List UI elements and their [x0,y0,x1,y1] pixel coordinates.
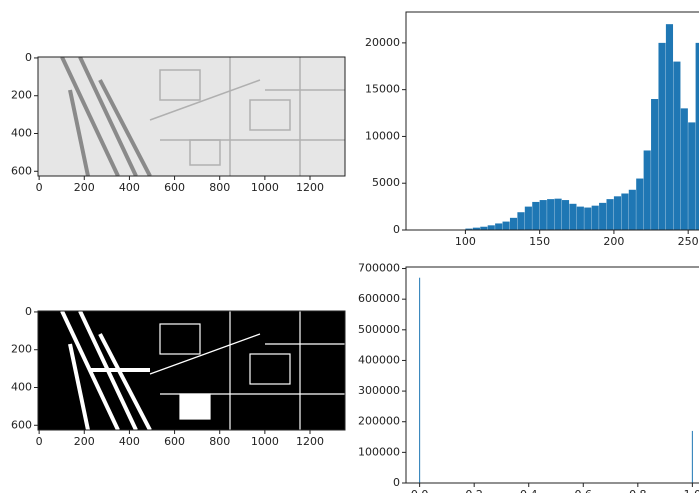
bar [561,200,570,230]
y-tick-label: 400 [11,127,32,140]
bar [554,198,562,230]
bar [673,61,681,230]
x-tick-label: 600 [164,435,185,448]
axes-frame [37,310,346,431]
bar [691,430,693,483]
binary-image [38,311,345,430]
y-tick-label: 600 [11,418,32,431]
y-tick-label: 600000 [358,292,400,305]
y-tick-label: 0 [393,223,400,236]
bar [651,99,659,230]
bar [495,223,503,230]
bar [465,228,473,230]
axes-frame [405,11,699,231]
x-tick-label: 1000 [251,435,279,448]
axes-frame [405,266,699,484]
y-tick-label: 400 [11,381,32,394]
bar [599,202,607,230]
bar [472,227,480,230]
x-tick-label: 0 [36,181,43,194]
bar [665,24,674,231]
x-tick-label: 200 [603,235,624,248]
x-tick-label: 0.4 [520,488,538,493]
x-tick-label: 400 [119,181,140,194]
y-tick-label: 700000 [358,262,400,275]
bar [606,199,614,230]
y-tick-label: 300000 [358,384,400,397]
bar [658,42,666,231]
bar [680,108,688,230]
bar [636,178,644,230]
bar [502,221,510,230]
x-tick-label: 0 [36,435,43,448]
bar [480,226,488,230]
bar [695,42,699,231]
y-tick-label: 10000 [365,129,400,142]
y-tick-label: 200000 [358,415,400,428]
y-tick-label: 400000 [358,353,400,366]
x-tick-label: 200 [74,435,95,448]
bar [524,206,532,230]
bar [591,205,599,230]
y-tick-label: 0 [25,305,32,318]
x-tick-label: 1.0 [684,488,699,493]
x-tick-label: 1200 [296,435,324,448]
aerial-image [38,57,345,176]
y-tick-label: 100000 [358,445,400,458]
y-tick-label: 500000 [358,323,400,336]
x-tick-label: 100 [455,235,476,248]
bar [576,206,584,230]
x-tick-label: 250 [678,235,699,248]
x-tick-label: 0.6 [575,488,593,493]
x-tick-label: 1000 [251,181,279,194]
x-tick-label: 400 [119,435,140,448]
y-tick-label: 600 [11,164,32,177]
bar [532,201,540,230]
x-tick-label: 150 [529,235,550,248]
y-tick-label: 20000 [365,36,400,49]
axes-frame [37,56,346,177]
bar [569,203,577,230]
y-tick-label: 200 [11,343,32,356]
y-tick-label: 0 [25,51,32,64]
bar [539,200,547,230]
bar [621,193,629,230]
bar [509,217,518,230]
y-tick-label: 5000 [372,176,400,189]
x-tick-label: 200 [74,181,95,194]
x-tick-label: 0.8 [629,488,647,493]
y-tick-label: 200 [11,89,32,102]
x-tick-label: 0.2 [465,488,483,493]
bar [688,122,696,230]
x-tick-label: 800 [209,435,230,448]
bar [643,150,651,230]
bar [517,212,525,230]
x-tick-label: 800 [209,181,230,194]
bar [613,196,622,230]
bar [487,225,495,230]
bar [584,207,592,230]
x-tick-label: 1200 [296,181,324,194]
bar [628,189,636,230]
bar [547,199,555,230]
x-tick-label: 600 [164,181,185,194]
x-tick-label: 0.0 [411,488,429,493]
bar [419,277,421,483]
y-tick-label: 0 [393,476,400,489]
y-tick-label: 15000 [365,83,400,96]
